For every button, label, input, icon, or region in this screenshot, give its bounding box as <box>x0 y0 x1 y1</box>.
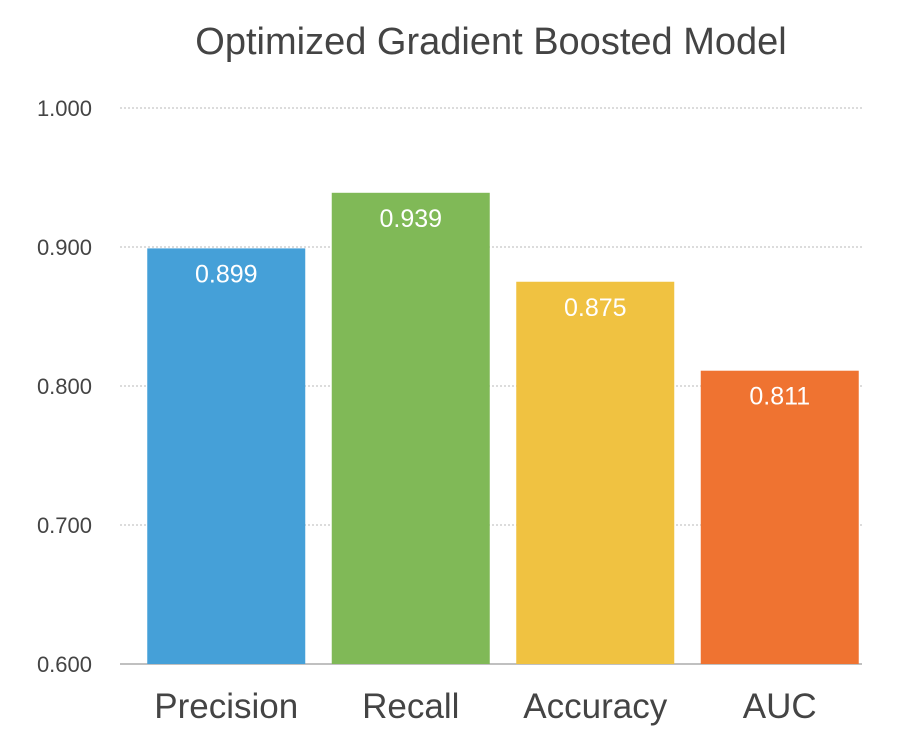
data-label: 0.875 <box>564 294 627 322</box>
bar-recall <box>331 192 490 665</box>
bar-precision <box>147 248 306 664</box>
x-tick-label: Recall <box>362 687 459 726</box>
y-tick-label: 0.800 <box>37 374 92 399</box>
y-tick-label: 0.900 <box>37 235 92 260</box>
x-axis-ticks: Precision Recall Accuracy AUC <box>154 687 816 726</box>
data-label: 0.939 <box>379 205 442 233</box>
y-tick-label: 1.000 <box>37 96 92 121</box>
chart-title: Optimized Gradient Boosted Model <box>195 21 786 63</box>
y-axis-ticks: 0.600 0.700 0.800 0.900 1.000 <box>37 96 92 677</box>
data-label: 0.899 <box>195 260 258 288</box>
data-label: 0.811 <box>749 383 810 411</box>
bar-auc <box>700 370 859 664</box>
x-tick-label: AUC <box>743 687 817 726</box>
x-tick-label: Precision <box>154 687 298 726</box>
bar-accuracy <box>516 281 675 664</box>
y-tick-label: 0.700 <box>37 513 92 538</box>
y-tick-label: 0.600 <box>37 652 92 677</box>
data-labels: 0.899 0.939 0.875 0.811 <box>195 205 810 411</box>
x-tick-label: Accuracy <box>523 687 667 726</box>
bars <box>147 192 859 665</box>
